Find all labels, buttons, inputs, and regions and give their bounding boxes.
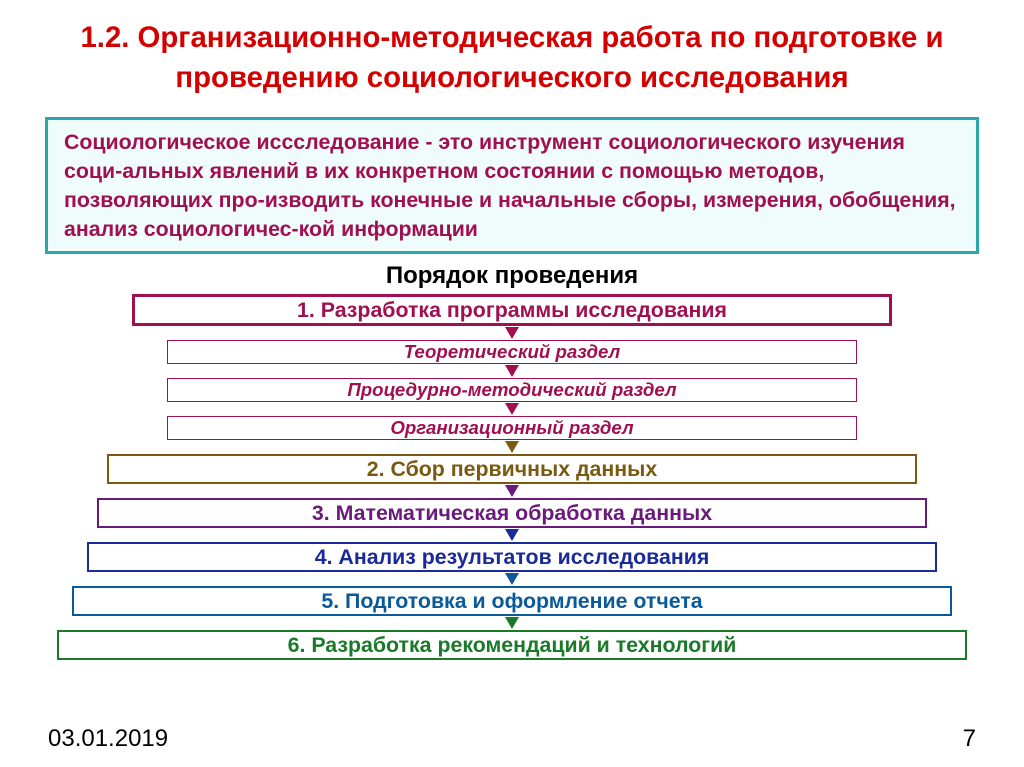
flowchart: 1. Разработка программы исследования Теор… xyxy=(36,294,988,660)
flow-step-3: Процедурно-методический раздел xyxy=(167,378,857,402)
flow-step-1: 1. Разработка программы исследования xyxy=(132,294,892,326)
subtitle: Порядок проведения xyxy=(36,262,988,290)
footer: 03.01.2019 7 xyxy=(0,725,1024,753)
flow-arrow-3 xyxy=(505,403,519,415)
page-title: 1.2. Организационно-методическая работа … xyxy=(52,18,972,97)
flow-arrow-1 xyxy=(505,327,519,339)
flow-step-2: Теоретический раздел xyxy=(167,340,857,364)
flow-step-5: 2. Сбор первичных данных xyxy=(107,454,917,484)
flow-step-4: Организационный раздел xyxy=(167,416,857,440)
definition-box: Социологическое иссследование - это инст… xyxy=(45,117,979,254)
flow-arrow-5 xyxy=(505,485,519,497)
flow-step-7: 4. Анализ результатов исследования xyxy=(87,542,937,572)
footer-date: 03.01.2019 xyxy=(48,725,168,753)
flow-step-9: 6. Разработка рекомендаций и технологий xyxy=(57,630,967,660)
flow-arrow-6 xyxy=(505,529,519,541)
flow-arrow-4 xyxy=(505,441,519,453)
flow-arrow-2 xyxy=(505,365,519,377)
flow-arrow-8 xyxy=(505,617,519,629)
footer-page-number: 7 xyxy=(963,725,976,753)
flow-step-8: 5. Подготовка и оформление отчета xyxy=(72,586,952,616)
flow-step-6: 3. Математическая обработка данных xyxy=(97,498,927,528)
slide-page: 1.2. Организационно-методическая работа … xyxy=(0,0,1024,767)
flow-arrow-7 xyxy=(505,573,519,585)
